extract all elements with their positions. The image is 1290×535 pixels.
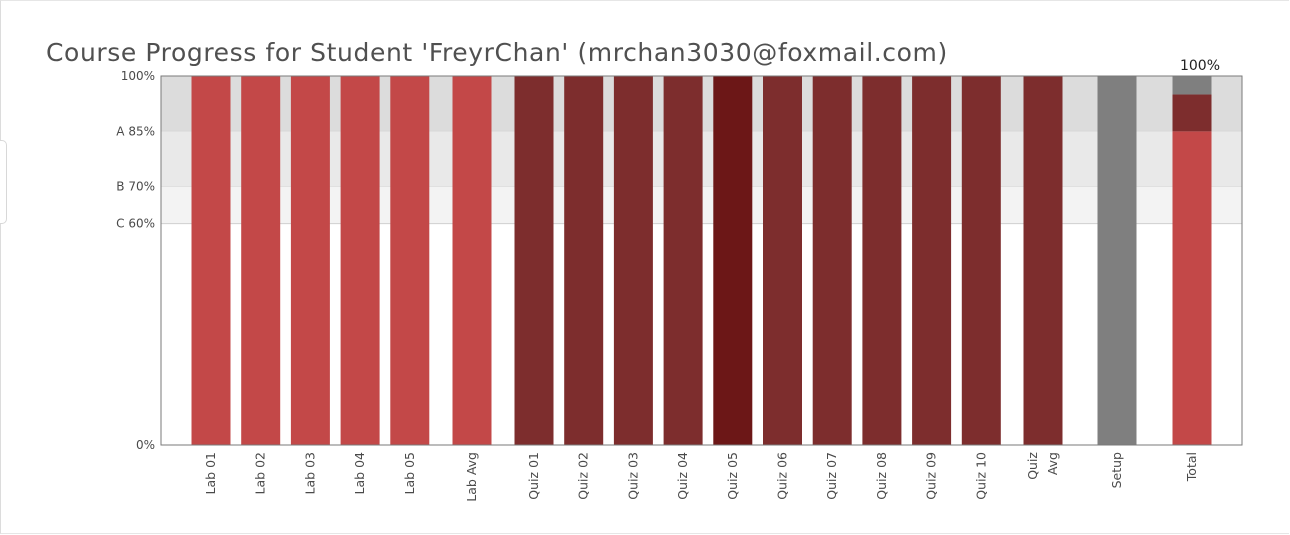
total-bar-segment bbox=[1172, 94, 1212, 132]
bar bbox=[290, 76, 330, 445]
category-label: Quiz 09 bbox=[924, 452, 939, 500]
bar bbox=[713, 76, 753, 445]
category-label: Quiz bbox=[1025, 452, 1040, 480]
bar bbox=[452, 76, 492, 445]
category-label: Lab Avg bbox=[464, 452, 479, 502]
category-label: Lab 01 bbox=[203, 452, 218, 494]
category-label: Quiz 05 bbox=[725, 452, 740, 500]
category-label: Lab 03 bbox=[302, 452, 317, 494]
y-axis-ticks: 100% A 85% B 70% C 60% 0% bbox=[116, 69, 155, 452]
total-value-label: 100% bbox=[1180, 58, 1220, 74]
total-bar-segment bbox=[1172, 131, 1212, 445]
category-label: Quiz 08 bbox=[874, 452, 889, 500]
plot-frame bbox=[160, 75, 1243, 446]
bar bbox=[191, 76, 231, 445]
bars bbox=[191, 76, 1212, 445]
bar bbox=[961, 76, 1001, 445]
bar bbox=[862, 76, 902, 445]
category-label: Quiz 06 bbox=[775, 452, 790, 500]
category-label: Setup bbox=[1109, 452, 1124, 488]
category-label: Quiz 04 bbox=[675, 452, 690, 500]
bar bbox=[564, 76, 604, 445]
y-tick-label: B 70% bbox=[116, 180, 155, 194]
y-tick-label: 0% bbox=[136, 438, 155, 452]
bar bbox=[812, 76, 852, 445]
bar bbox=[241, 76, 281, 445]
category-label: Quiz 02 bbox=[576, 452, 591, 500]
bar bbox=[390, 76, 430, 445]
chart-title: Course Progress for Student 'FreyrChan' … bbox=[46, 38, 948, 67]
bar bbox=[1097, 76, 1137, 445]
category-label: Quiz 03 bbox=[625, 452, 640, 500]
category-label: Lab 05 bbox=[402, 452, 417, 494]
x-axis-labels: Lab 01 Lab 02 Lab 03 Lab 04 Lab 05 Lab Avg Qui… bbox=[203, 452, 1199, 502]
bar bbox=[613, 76, 653, 445]
side-panel-tab[interactable] bbox=[0, 140, 7, 224]
category-label: Avg bbox=[1045, 452, 1060, 475]
category-label: Quiz 07 bbox=[824, 452, 839, 500]
bar bbox=[912, 76, 952, 445]
bar bbox=[1023, 76, 1063, 445]
y-tick-label: C 60% bbox=[116, 217, 155, 231]
bar bbox=[514, 76, 554, 445]
plot-border bbox=[160, 75, 1243, 446]
category-label: Quiz 10 bbox=[973, 452, 988, 500]
category-label: Quiz 01 bbox=[526, 452, 541, 500]
bar bbox=[340, 76, 380, 445]
total-bar-segment bbox=[1172, 76, 1212, 95]
y-tick-label: A 85% bbox=[116, 124, 155, 138]
annotations: 100% bbox=[1180, 58, 1220, 74]
y-tick-label: 100% bbox=[121, 69, 155, 83]
category-label: Total bbox=[1184, 452, 1199, 482]
category-label: Lab 04 bbox=[352, 452, 367, 494]
category-label: Lab 02 bbox=[253, 452, 268, 494]
bar bbox=[663, 76, 703, 445]
bar bbox=[763, 76, 802, 445]
